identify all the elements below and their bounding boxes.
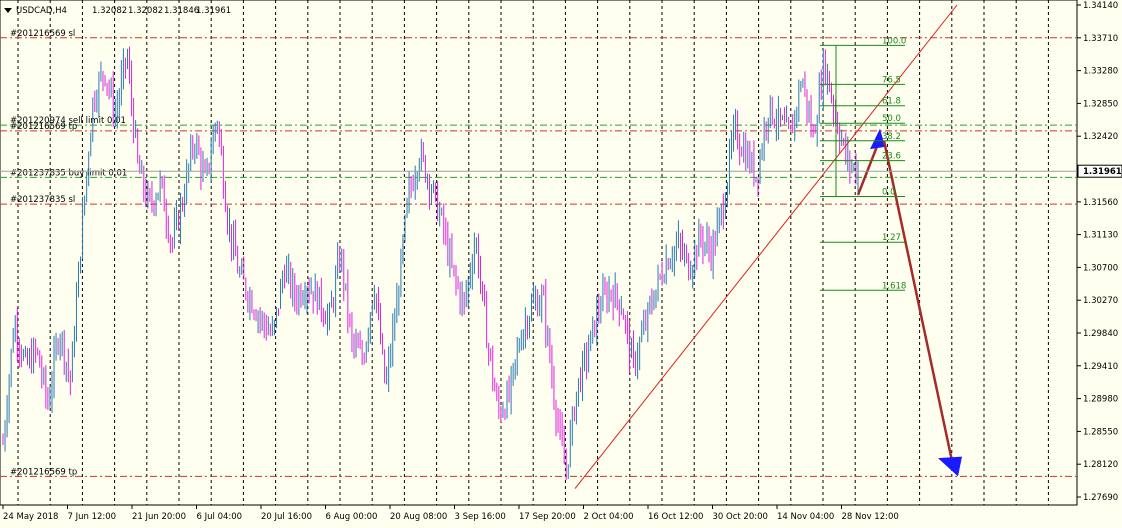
fib-level-label: 1.27 xyxy=(882,233,901,243)
order-line-label: #201237835 buy limit 0.01 xyxy=(10,168,127,178)
symbol-label: USDCAD,H4 xyxy=(16,6,67,16)
x-tick-label: 2 Oct 04:00 xyxy=(584,512,634,522)
y-tick-label: 1.28980 xyxy=(1083,395,1118,405)
fib-level-label: 23.6 xyxy=(882,152,901,162)
order-line-label: #201220974 sell limit 0.01 xyxy=(10,116,126,126)
x-tick-label: 30 Oct 20:00 xyxy=(713,512,768,522)
y-tick-label: 1.28120 xyxy=(1083,460,1118,470)
time-axis[interactable]: 24 May 2018 7 Jun 12:00 21 Jun 20:00 6 Jul … xyxy=(2,505,899,522)
chart-header: USDCAD,H4 1.32082 1.32082 1.31846 1.3196… xyxy=(4,6,231,16)
x-tick-label: 20 Aug 08:00 xyxy=(390,512,447,522)
close-value: 1.31961 xyxy=(196,6,231,16)
y-tick-label: 1.30270 xyxy=(1083,296,1118,306)
order-line-label: #201237835 sl xyxy=(10,195,75,205)
fib-level-label: 100.0 xyxy=(882,36,906,46)
trend-line[interactable] xyxy=(574,4,958,489)
y-tick-label: 1.32420 xyxy=(1083,132,1118,142)
arrow-down-line[interactable] xyxy=(882,140,955,466)
fib-level-label: 38.2 xyxy=(882,132,901,142)
x-tick-label: 14 Nov 04:00 xyxy=(777,512,834,522)
fib-level-label: 50.0 xyxy=(882,114,901,124)
fib-level-label: 1.618 xyxy=(882,281,906,291)
fib-level-label: 0.0 xyxy=(882,187,896,197)
order-line-label: #201216569 tp xyxy=(10,122,77,132)
y-tick-label: 1.30700 xyxy=(1083,263,1118,273)
y-tick-label: 1.29840 xyxy=(1083,329,1118,339)
drawing-objects[interactable] xyxy=(574,4,962,489)
dropdown-triangle-icon[interactable] xyxy=(4,8,12,13)
arrow-up-head-icon[interactable] xyxy=(870,128,885,150)
y-tick-label: 1.33280 xyxy=(1083,67,1118,77)
x-tick-label: 16 Oct 12:00 xyxy=(648,512,703,522)
price-axis[interactable]: 1.34140 1.33710 1.33280 1.32850 1.32420 1.319… xyxy=(0,1,1122,503)
x-tick-label: 7 Jun 12:00 xyxy=(68,512,117,522)
order-line-label: #201216569 sl xyxy=(10,29,75,39)
y-tick-label: 1.31130 xyxy=(1083,231,1118,241)
y-tick-label: 1.34140 xyxy=(1083,1,1118,11)
fib-level-label: 76.5 xyxy=(882,75,901,85)
order-line-label: #201216569 tp xyxy=(10,467,77,477)
open-value: 1.32082 xyxy=(92,6,127,16)
y-tick-label: 1.32850 xyxy=(1083,99,1118,109)
current-price-box xyxy=(1077,164,1122,178)
y-tick-label: 1.28550 xyxy=(1083,427,1118,437)
x-tick-label: 3 Sep 16:00 xyxy=(455,512,506,522)
y-tick-label: 1.27690 xyxy=(1083,493,1118,503)
vertical-grid xyxy=(17,0,1049,505)
x-tick-label: 28 Nov 12:00 xyxy=(842,512,899,522)
arrow-up-line[interactable] xyxy=(856,143,880,196)
x-tick-label: 21 Jun 20:00 xyxy=(132,512,186,522)
x-tick-label: 24 May 2018 xyxy=(3,512,58,522)
fib-level-label: 61.8 xyxy=(882,97,901,107)
y-tick-label: 1.29410 xyxy=(1083,362,1118,372)
current-price-label: 1.31961 xyxy=(1083,167,1122,177)
high-value: 1.32082 xyxy=(128,6,163,16)
y-tick-label: 1.33710 xyxy=(1083,34,1118,44)
x-tick-label: 17 Sep 20:00 xyxy=(519,512,576,522)
arrow-down-head-icon[interactable] xyxy=(938,456,962,477)
x-tick-label: 6 Jul 04:00 xyxy=(197,512,243,522)
candles[interactable] xyxy=(2,46,859,481)
x-tick-label: 20 Jul 16:00 xyxy=(261,512,312,522)
y-tick-label: 1.31560 xyxy=(1083,198,1118,208)
plot-frame xyxy=(0,0,1078,506)
low-value: 1.31846 xyxy=(164,6,199,16)
order-lines[interactable]: #201216569 sl#201220974 sell limit 0.01#… xyxy=(0,29,1077,478)
x-tick-label: 6 Aug 00:00 xyxy=(326,512,378,522)
